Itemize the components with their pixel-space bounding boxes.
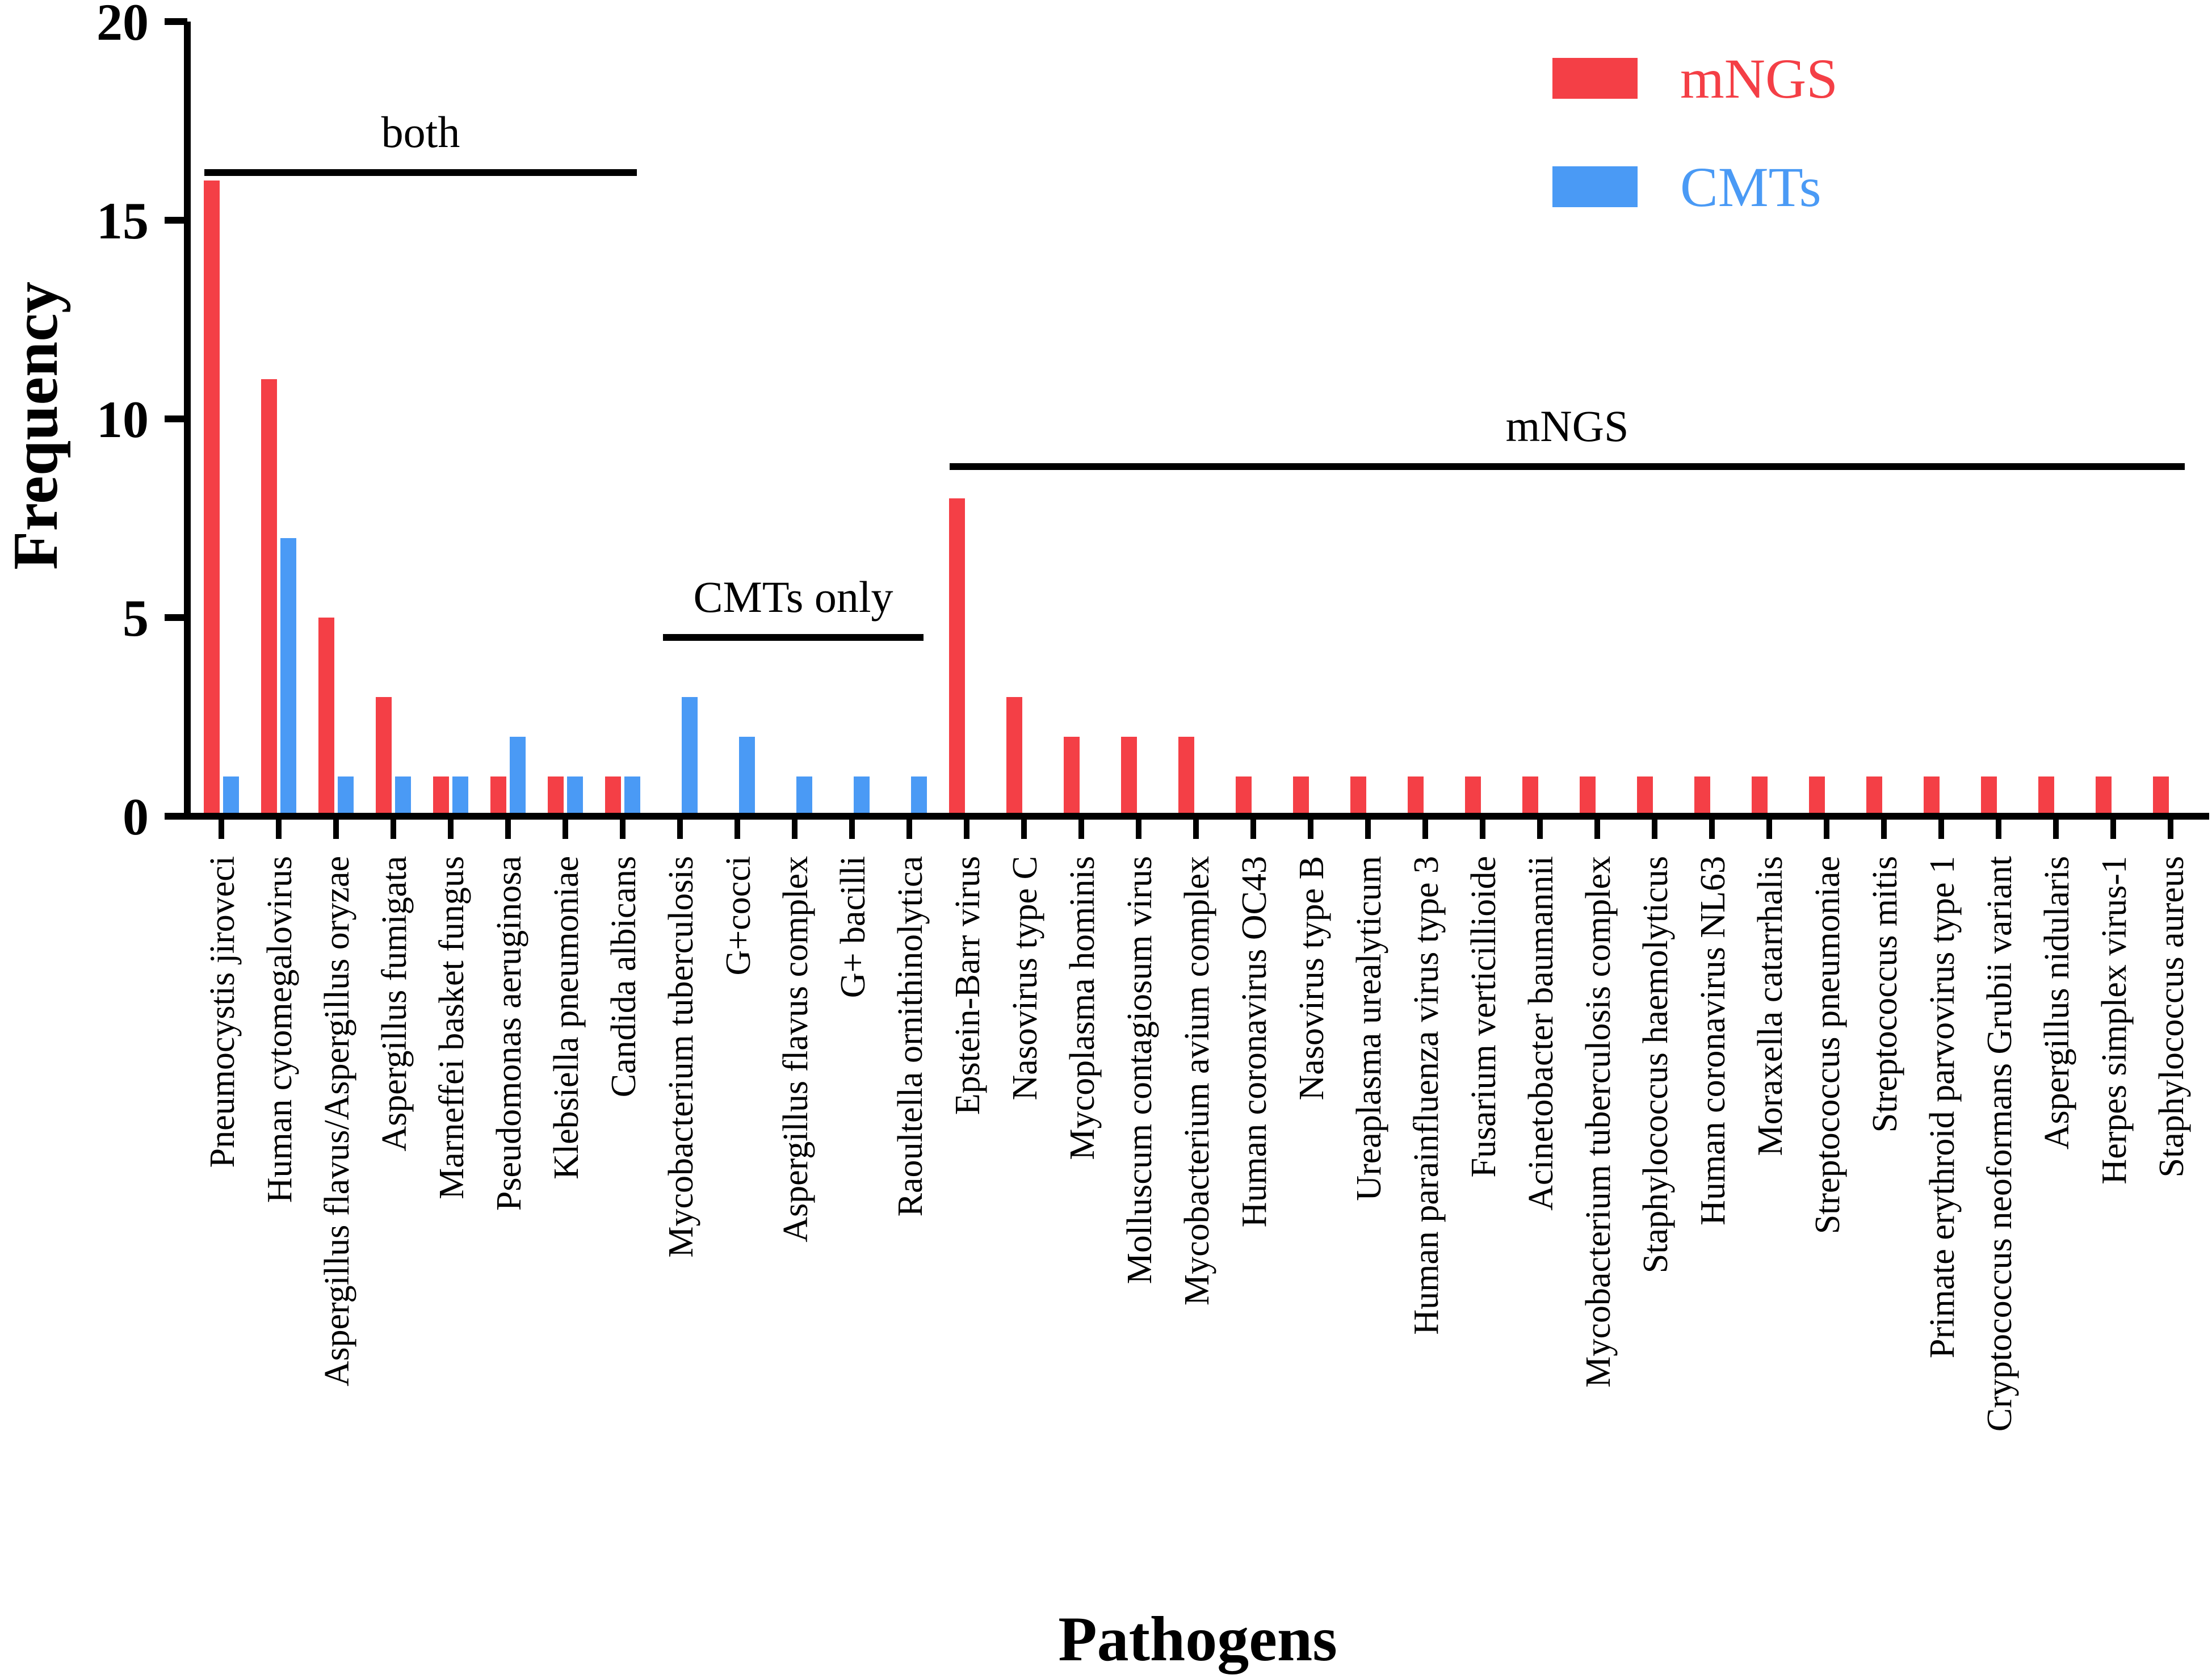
x-tick-label: Moraxella catarrhalis bbox=[1751, 856, 1790, 1156]
x-tick-label: Human cytomegalovirus bbox=[261, 856, 299, 1203]
bar-cmts bbox=[567, 776, 583, 816]
y-tick-label: 5 bbox=[123, 589, 149, 647]
bar-mngs bbox=[433, 776, 449, 816]
bar-mngs bbox=[1981, 776, 1997, 816]
bar-mngs bbox=[605, 776, 621, 816]
bar-mngs bbox=[949, 498, 965, 816]
x-tick-label: Primate erythroid parvovirus type 1 bbox=[1923, 856, 1962, 1358]
x-tick-label: Raoultella ornithinolytica bbox=[891, 856, 930, 1216]
group-bracket-label: mNGS bbox=[1506, 401, 1629, 451]
bar-mngs bbox=[1637, 776, 1653, 816]
bar-mngs bbox=[1866, 776, 1882, 816]
legend: mNGS CMTs bbox=[1552, 47, 1838, 219]
x-axis-tick-labels: Pneumocystis jiroveci Human cytomegalovir… bbox=[203, 816, 2191, 1432]
y-axis-ticks: 0 5 10 15 20 bbox=[96, 0, 187, 846]
bar-mngs bbox=[1064, 737, 1080, 816]
bar-cmts bbox=[452, 776, 468, 816]
bar-mngs bbox=[1580, 776, 1596, 816]
x-tick-label: Mycobacterium tuberculosis complex bbox=[1579, 856, 1618, 1388]
x-axis-title: Pathogens bbox=[1058, 1604, 1337, 1674]
y-tick-label: 20 bbox=[96, 0, 149, 51]
bar-mngs bbox=[1752, 776, 1768, 816]
x-tick-label: Acinetobacter baumannii bbox=[1522, 856, 1560, 1211]
x-tick-label: Molluscum contagiosum virus bbox=[1120, 856, 1159, 1284]
x-tick-label: Nasovirus type B bbox=[1292, 856, 1331, 1101]
y-tick-label: 0 bbox=[123, 788, 149, 846]
x-tick-label: Mycobacterium tuberculosis bbox=[662, 856, 700, 1258]
x-tick-label: Pseudomonas aeruginosa bbox=[490, 856, 528, 1211]
x-tick-label: Cryptococcus neoformans Grubii variant bbox=[1980, 856, 2019, 1432]
bar-mngs bbox=[261, 379, 277, 816]
bar-mngs bbox=[1522, 776, 1538, 816]
bar-mngs bbox=[376, 697, 392, 816]
x-tick-label: Klebsiella pneumoniae bbox=[547, 856, 586, 1180]
bar-cmts bbox=[338, 776, 354, 816]
x-tick-label: Candida albicans bbox=[605, 856, 643, 1097]
x-tick-label: G+cocci bbox=[719, 856, 758, 976]
bar-mngs bbox=[1465, 776, 1481, 816]
x-tick-label: Herpes simplex virus-1 bbox=[2095, 856, 2134, 1185]
bar-mngs bbox=[1408, 776, 1424, 816]
x-tick-label: Marneffei basket fungus bbox=[433, 856, 471, 1199]
bar-mngs bbox=[1006, 697, 1022, 816]
bar-mngs bbox=[1924, 776, 1940, 816]
x-tick-label: Streptococcus pneumoniae bbox=[1808, 856, 1847, 1234]
y-tick-label: 15 bbox=[96, 192, 149, 250]
x-tick-label: Aspergillus flavus complex bbox=[776, 856, 815, 1243]
x-tick-label: Staphylococcus aureus bbox=[2152, 856, 2191, 1177]
x-tick-label: Fusarium verticillioide bbox=[1464, 856, 1503, 1178]
legend-label-cmts: CMTs bbox=[1680, 156, 1821, 219]
bar-mngs bbox=[1694, 776, 1710, 816]
bar-mngs bbox=[1236, 776, 1252, 816]
bar-mngs bbox=[1809, 776, 1825, 816]
bar-cmts bbox=[739, 737, 755, 816]
bar-mngs bbox=[1350, 776, 1366, 816]
bar-cmts bbox=[510, 737, 526, 816]
bar-cmts bbox=[223, 776, 239, 816]
x-tick-label: Ureaplasma urealyticum bbox=[1350, 856, 1388, 1201]
x-tick-label: Pneumocystis jiroveci bbox=[203, 856, 242, 1168]
x-tick-label: Aspergillus fumigata bbox=[375, 856, 414, 1152]
bar-cmts bbox=[682, 697, 698, 816]
x-tick-label: Streptococcus mitis bbox=[1866, 856, 1904, 1132]
bar-cmts bbox=[280, 538, 296, 816]
x-tick-label: Mycobacterium avium complex bbox=[1178, 856, 1216, 1306]
bar-mngs bbox=[2153, 776, 2169, 816]
x-tick-label: Human coronavirus OC43 bbox=[1235, 856, 1274, 1227]
x-tick-label: Aspergillus nidularis bbox=[2038, 856, 2076, 1149]
bar-mngs bbox=[490, 776, 506, 816]
legend-swatch-cmts bbox=[1552, 166, 1638, 207]
x-tick-label: Human parainfluenza virus type 3 bbox=[1407, 856, 1446, 1335]
bar-mngs bbox=[548, 776, 564, 816]
x-tick-label: Human coronavirus NL63 bbox=[1694, 856, 1732, 1225]
group-bracket-label: CMTs only bbox=[693, 572, 893, 622]
bar-cmts bbox=[911, 776, 927, 816]
y-axis-title: Frequency bbox=[1, 282, 71, 570]
x-tick-label: G+ bacilli bbox=[834, 856, 872, 998]
x-tick-label: Nasovirus type C bbox=[1006, 856, 1044, 1101]
x-tick-label: Epstein-Barr virus bbox=[948, 856, 987, 1115]
x-tick-label: Staphylococcus haemolyticus bbox=[1636, 856, 1675, 1273]
bar-mngs bbox=[1121, 737, 1137, 816]
x-tick-label: Aspergillus flavus/Aspergillus oryzae bbox=[318, 856, 356, 1386]
bar-series bbox=[204, 181, 2169, 816]
bar-mngs bbox=[1293, 776, 1309, 816]
bar-mngs bbox=[318, 618, 334, 816]
bar-cmts bbox=[796, 776, 812, 816]
bar-cmts bbox=[395, 776, 411, 816]
x-tick-label: Mycoplasma hominis bbox=[1063, 856, 1102, 1160]
bar-mngs bbox=[204, 181, 220, 816]
y-tick-label: 10 bbox=[96, 391, 149, 448]
bar-mngs bbox=[1178, 737, 1194, 816]
group-bracket-label: both bbox=[381, 107, 460, 157]
bar-cmts bbox=[624, 776, 640, 816]
bar-mngs bbox=[2038, 776, 2054, 816]
bar-mngs bbox=[2096, 776, 2112, 816]
legend-swatch-mngs bbox=[1552, 58, 1638, 99]
bar-cmts bbox=[854, 776, 870, 816]
legend-label-mngs: mNGS bbox=[1680, 47, 1838, 110]
group-brackets: both CMTs only mNGS bbox=[204, 107, 2185, 641]
